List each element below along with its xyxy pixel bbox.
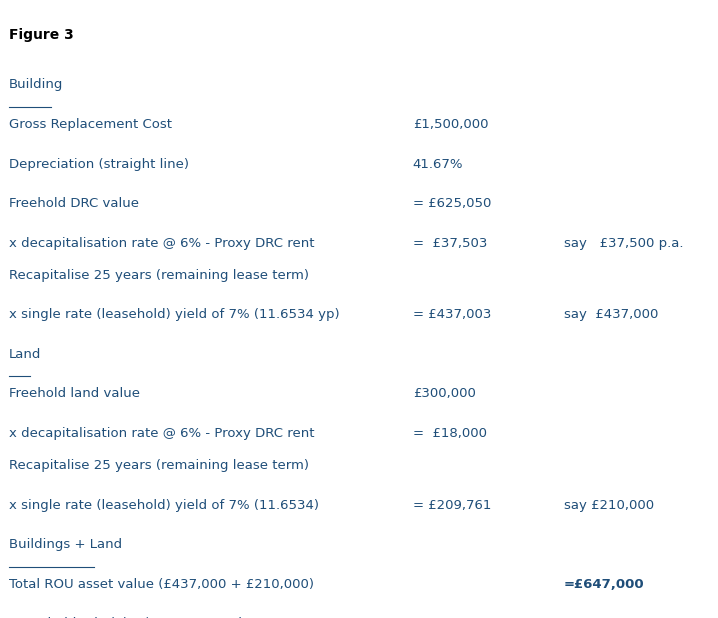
Text: say £210,000: say £210,000	[564, 499, 654, 512]
Text: Buildings + Land: Buildings + Land	[9, 538, 122, 551]
Text: Depreciation (straight line): Depreciation (straight line)	[9, 158, 189, 171]
Text: 41.67%: 41.67%	[413, 158, 463, 171]
Text: Gross Replacement Cost: Gross Replacement Cost	[9, 118, 172, 131]
Text: = £437,003: = £437,003	[413, 308, 491, 321]
Text: = £625,050: = £625,050	[413, 197, 491, 210]
Text: say   £37,500 p.a.: say £37,500 p.a.	[564, 237, 683, 250]
Text: £300,000: £300,000	[413, 387, 476, 400]
Text: x decapitalisation rate @ 6% - Proxy DRC rent: x decapitalisation rate @ 6% - Proxy DRC…	[9, 237, 314, 250]
Text: say  £437,000: say £437,000	[564, 308, 658, 321]
Text: =£647,000: =£647,000	[564, 578, 644, 591]
Text: = £209,761: = £209,761	[413, 499, 491, 512]
Text: =  £18,000: = £18,000	[413, 427, 487, 440]
Text: Recapitalise 25 years (remaining lease term): Recapitalise 25 years (remaining lease t…	[9, 269, 309, 282]
Text: x single rate (leasehold) yield of 7% (11.6534): x single rate (leasehold) yield of 7% (1…	[9, 499, 319, 512]
Text: x decapitalisation rate @ 6% - Proxy DRC rent: x decapitalisation rate @ 6% - Proxy DRC…	[9, 427, 314, 440]
Text: £1,500,000: £1,500,000	[413, 118, 488, 131]
Text: Figure 3: Figure 3	[9, 28, 73, 42]
Text: Recapitalise 25 years (remaining lease term): Recapitalise 25 years (remaining lease t…	[9, 459, 309, 472]
Text: x single rate (leasehold) yield of 7% (11.6534 yp): x single rate (leasehold) yield of 7% (1…	[9, 308, 339, 321]
Text: Building: Building	[9, 78, 63, 91]
Text: Freehold land value: Freehold land value	[9, 387, 139, 400]
Text: =  £37,503: = £37,503	[413, 237, 488, 250]
Text: Land: Land	[9, 348, 41, 361]
Text: Total ROU asset value (£437,000 + £210,000): Total ROU asset value (£437,000 + £210,0…	[9, 578, 314, 591]
Text: Freehold DRC value: Freehold DRC value	[9, 197, 139, 210]
